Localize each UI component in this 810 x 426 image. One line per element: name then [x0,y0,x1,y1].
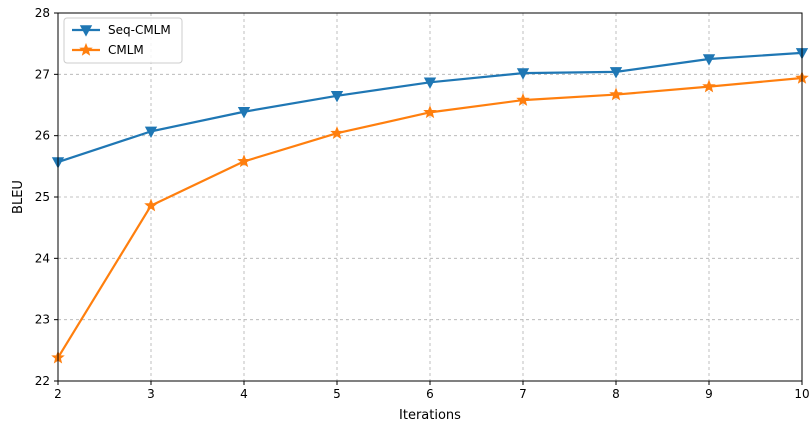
data-point [330,91,344,103]
series-cmlm [51,70,809,364]
legend-label: Seq-CMLM [108,23,171,37]
data-point [609,87,623,101]
data-point [516,92,530,106]
series-seq-cmlm [51,48,809,169]
x-tick-label: 7 [519,387,527,401]
data-point [144,198,158,212]
legend-label: CMLM [108,43,144,57]
legend: Seq-CMLM CMLM [63,17,183,64]
data-point [423,77,437,89]
y-tick-label: 26 [35,129,50,143]
data-point [702,79,716,93]
data-point [702,54,716,66]
legend-marker [79,42,93,56]
x-tick-label: 3 [147,387,155,401]
y-tick-label: 23 [35,313,50,327]
y-tick-label: 28 [35,6,50,20]
data-point [423,105,437,119]
data-point [330,126,344,139]
y-tick-label: 27 [35,67,50,81]
series [51,48,809,364]
data-point [144,126,158,138]
legend-item: CMLM [72,42,144,57]
x-tick-label: 6 [426,387,434,401]
data-point [516,68,530,80]
legend-marker [79,25,93,37]
data-point [237,106,251,119]
x-tick-label: 5 [333,387,341,401]
legend-item: Seq-CMLM [72,23,171,37]
x-tick-label: 4 [240,387,248,401]
x-tick-label: 10 [794,387,809,401]
x-tick-label: 2 [54,387,62,401]
x-tick-label: 8 [612,387,620,401]
y-axis-label: BLEU [11,180,26,214]
data-point [609,67,623,79]
x-axis-label: Iterations [399,408,461,423]
y-tick-label: 24 [35,251,50,265]
y-tick-label: 22 [35,374,50,388]
data-point [237,154,251,168]
x-tick-label: 9 [705,387,713,401]
y-tick-label: 25 [35,190,50,204]
